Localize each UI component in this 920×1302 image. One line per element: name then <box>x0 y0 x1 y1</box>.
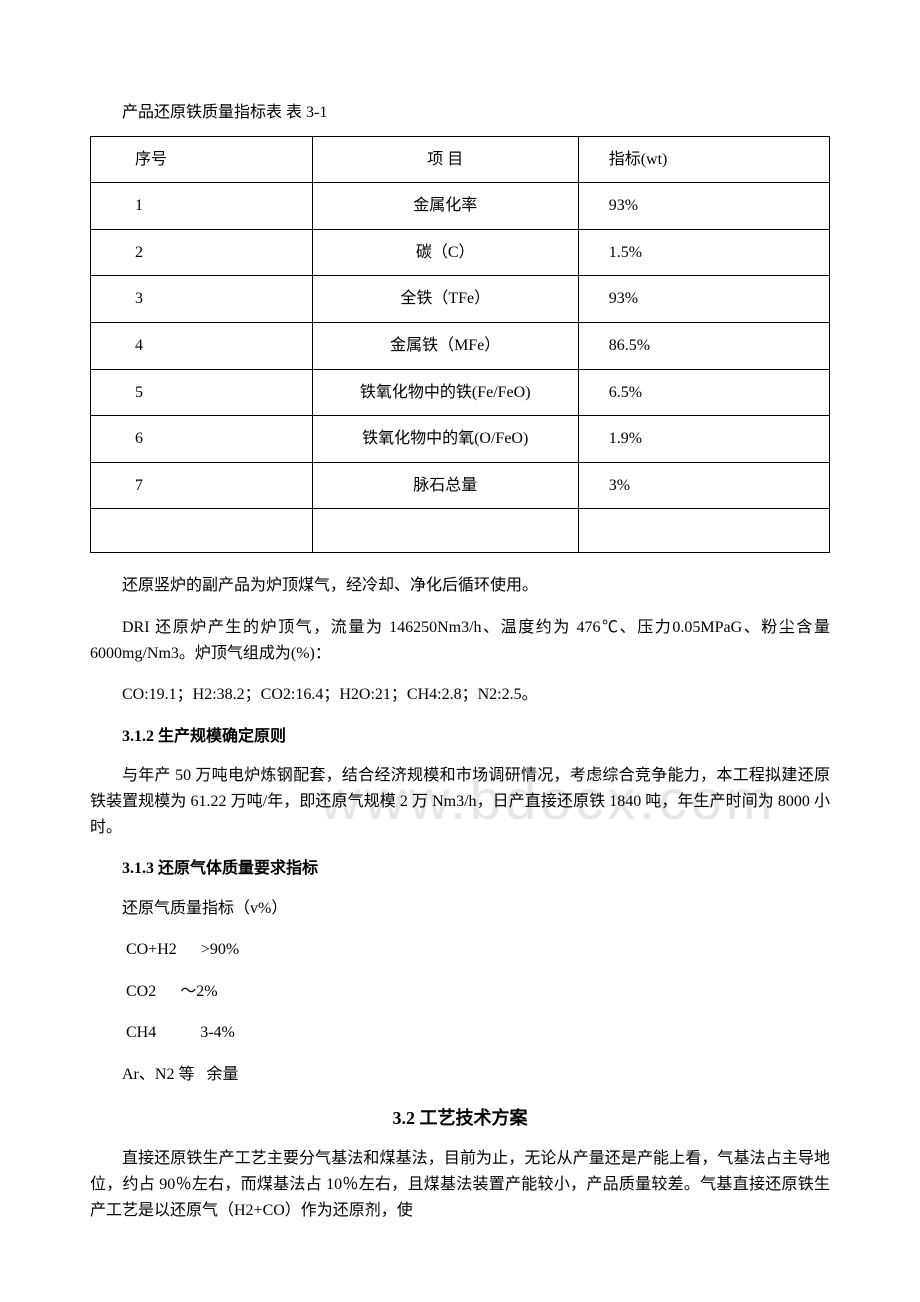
cell-seq: 6 <box>91 416 313 463</box>
spec-line: CO+H2 >90% <box>90 937 830 963</box>
paragraph: 与年产 50 万吨电炉炼钢配套，结合经济规模和市场调研情况，考虑综合竞争能力，本… <box>90 763 830 840</box>
heading-313: 3.1.3 还原气体质量要求指标 <box>90 856 830 882</box>
cell-item: 碳（C） <box>312 229 578 276</box>
paragraph: 直接还原铁生产工艺主要分气基法和煤基法，目前为止，无论从产量还是产能上看，气基法… <box>90 1146 830 1223</box>
cell-item: 铁氧化物中的氧(O/FeO) <box>312 416 578 463</box>
th-item: 项 目 <box>312 136 578 183</box>
cell-value: 1.5% <box>578 229 829 276</box>
cell-seq: 3 <box>91 276 313 323</box>
cell-item: 金属化率 <box>312 183 578 230</box>
cell-seq: 2 <box>91 229 313 276</box>
cell-value: 86.5% <box>578 322 829 369</box>
th-seq: 序号 <box>91 136 313 183</box>
paragraph: DRI 还原炉产生的炉顶气，流量为 146250Nm3/h、温度约为 476℃、… <box>90 615 830 666</box>
cell-value: 6.5% <box>578 369 829 416</box>
table-row: 5 铁氧化物中的铁(Fe/FeO) 6.5% <box>91 369 830 416</box>
table-row: 7 脉石总量 3% <box>91 462 830 509</box>
table-row-empty <box>91 509 830 553</box>
cell-value: 93% <box>578 276 829 323</box>
cell-item <box>312 509 578 553</box>
spec-line: CO2 ～2% <box>90 979 830 1005</box>
cell-seq: 5 <box>91 369 313 416</box>
heading-312: 3.1.2 生产规模确定原则 <box>90 724 830 750</box>
table-row: 2 碳（C） 1.5% <box>91 229 830 276</box>
heading-32: 3.2 工艺技术方案 <box>90 1104 830 1133</box>
table-row: 3 全铁（TFe） 93% <box>91 276 830 323</box>
cell-item: 铁氧化物中的铁(Fe/FeO) <box>312 369 578 416</box>
cell-value: 1.9% <box>578 416 829 463</box>
cell-value: 93% <box>578 183 829 230</box>
cell-value <box>578 509 829 553</box>
paragraph: 还原气质量指标（v%） <box>90 896 830 922</box>
cell-item: 全铁（TFe） <box>312 276 578 323</box>
cell-value: 3% <box>578 462 829 509</box>
table-header-row: 序号 项 目 指标(wt) <box>91 136 830 183</box>
cell-seq <box>91 509 313 553</box>
table-row: 1 金属化率 93% <box>91 183 830 230</box>
paragraph: 还原竖炉的副产品为炉顶煤气，经冷却、净化后循环使用。 <box>90 573 830 599</box>
cell-seq: 4 <box>91 322 313 369</box>
spec-line: Ar、N2 等 余量 <box>90 1062 830 1088</box>
quality-index-table: 序号 项 目 指标(wt) 1 金属化率 93% 2 碳（C） 1.5% 3 全… <box>90 136 830 554</box>
paragraph: CO:19.1；H2:38.2；CO2:16.4；H2O:21；CH4:2.8；… <box>90 682 830 708</box>
table-caption: 产品还原铁质量指标表 表 3-1 <box>90 100 830 126</box>
spec-line: CH4 3-4% <box>90 1020 830 1046</box>
cell-item: 金属铁（MFe） <box>312 322 578 369</box>
table-row: 6 铁氧化物中的氧(O/FeO) 1.9% <box>91 416 830 463</box>
cell-seq: 1 <box>91 183 313 230</box>
table-row: 4 金属铁（MFe） 86.5% <box>91 322 830 369</box>
cell-item: 脉石总量 <box>312 462 578 509</box>
cell-seq: 7 <box>91 462 313 509</box>
th-index: 指标(wt) <box>578 136 829 183</box>
